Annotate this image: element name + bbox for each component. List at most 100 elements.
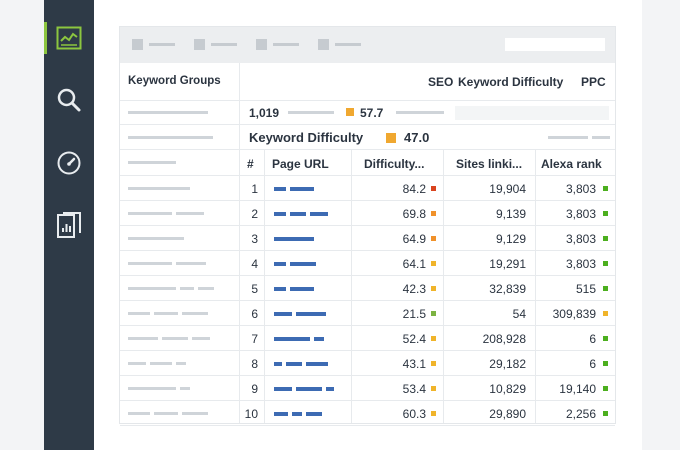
sidebar-item-search[interactable]: [44, 80, 94, 120]
col-page-url[interactable]: Page URL: [272, 157, 329, 171]
alexa-indicator: [603, 236, 608, 241]
row-rank: 2: [251, 207, 258, 221]
page-url-link[interactable]: [274, 237, 314, 241]
sidebar-item-reports[interactable]: [44, 205, 94, 245]
col-difficulty[interactable]: Difficulty...: [364, 157, 425, 171]
difficulty-value: 42.3: [402, 282, 426, 296]
column-header-row: # Page URL Difficulty... Sites linki... …: [120, 150, 615, 176]
alexa-rank-value: 3,803: [565, 182, 596, 196]
alexa-indicator: [603, 311, 608, 316]
summary-row: 1,019 57.7: [120, 101, 615, 125]
alexa-rank-value: 2,256: [565, 407, 596, 421]
difficulty-indicator: [431, 211, 436, 216]
page-url-link[interactable]: [306, 362, 328, 366]
alexa-indicator: [603, 211, 608, 216]
table-row[interactable]: 1 84.2 19,904 3,803: [120, 176, 615, 201]
col-alexa-rank[interactable]: Alexa rank: [541, 157, 602, 171]
page-url-link[interactable]: [274, 187, 286, 191]
table-row[interactable]: 7 52.4 208,928 6: [120, 326, 615, 351]
difficulty-value: 84.2: [402, 182, 426, 196]
tab-ppc[interactable]: PPC: [581, 75, 606, 89]
table-row[interactable]: 5 42.3 32,839 515: [120, 276, 615, 301]
page-url-link[interactable]: [292, 412, 302, 416]
row-rank: 7: [251, 332, 258, 346]
page-url-link[interactable]: [274, 362, 282, 366]
alexa-rank-value: 309,839: [552, 307, 596, 321]
keyword-count: 1,019: [249, 106, 280, 120]
alexa-indicator: [603, 261, 608, 266]
sites-linking-value: 9,129: [495, 232, 526, 246]
page-url-link[interactable]: [274, 412, 288, 416]
table-row[interactable]: 8 43.1 29,182 6: [120, 351, 615, 376]
keyword-group-placeholder: [180, 387, 190, 390]
report-icon: [57, 212, 81, 238]
page-url-link[interactable]: [326, 387, 334, 391]
row-rank: 3: [251, 232, 258, 246]
sidebar-item-dashboard[interactable]: [44, 18, 94, 58]
difficulty-indicator: [431, 186, 436, 191]
page-url-link[interactable]: [274, 337, 310, 341]
page-url-link[interactable]: [306, 412, 322, 416]
kd-label: Keyword Difficulty: [249, 130, 364, 145]
page-url-link[interactable]: [296, 312, 326, 316]
page-url-link[interactable]: [274, 212, 286, 216]
toolbar-filter-4[interactable]: [318, 39, 361, 50]
page-url-link[interactable]: [274, 387, 292, 391]
page-url-link[interactable]: [274, 262, 286, 266]
toolbar-filter-1[interactable]: [132, 39, 175, 50]
keyword-group-placeholder: [180, 287, 194, 290]
divider: [239, 63, 240, 423]
sidebar-item-gauge[interactable]: [44, 143, 94, 183]
difficulty-indicator: [431, 261, 436, 266]
search-input[interactable]: [505, 38, 605, 51]
keyword-group-placeholder: [128, 337, 158, 340]
difficulty-value: 21.5: [402, 307, 426, 321]
col-sites-linking[interactable]: Sites linki...: [456, 157, 523, 171]
sites-linking-value: 54: [512, 307, 526, 321]
toolbar-filter-3[interactable]: [256, 39, 299, 50]
alexa-indicator: [603, 286, 608, 291]
tab-seo[interactable]: SEO: [428, 75, 454, 89]
row-rank: 9: [251, 382, 258, 396]
difficulty-value: 64.1: [402, 257, 426, 271]
page-url-link[interactable]: [286, 362, 302, 366]
keyword-panel: Keyword Groups SEO Keyword Difficulty PP…: [119, 26, 616, 426]
difficulty-indicator: [431, 361, 436, 366]
page-url-link[interactable]: [274, 312, 292, 316]
page-url-link[interactable]: [290, 212, 306, 216]
keyword-group-placeholder: [128, 312, 150, 315]
sites-linking-value: 29,182: [489, 357, 526, 371]
table-row[interactable]: 3 64.9 9,129 3,803: [120, 226, 615, 251]
page-url-link[interactable]: [314, 337, 324, 341]
page-url-link[interactable]: [290, 287, 314, 291]
table-row[interactable]: 2 69.8 9,139 3,803: [120, 201, 615, 226]
divider: [264, 150, 265, 423]
col-rank[interactable]: #: [247, 157, 254, 171]
keyword-group-placeholder: [128, 237, 184, 240]
page-url-link[interactable]: [310, 212, 328, 216]
sites-linking-value: 19,291: [489, 257, 526, 271]
difficulty-indicator: [431, 236, 436, 241]
alexa-indicator: [603, 386, 608, 391]
difficulty-value: 52.4: [402, 332, 426, 346]
keyword-group-placeholder: [162, 337, 188, 340]
table-row[interactable]: 9 53.4 10,829 19,140: [120, 376, 615, 401]
table-row[interactable]: 10 60.3 29,890 2,256: [120, 401, 615, 426]
page-url-link[interactable]: [290, 262, 316, 266]
sites-linking-value: 10,829: [489, 382, 526, 396]
page-url-link[interactable]: [274, 287, 286, 291]
tab-keyword-difficulty[interactable]: Keyword Difficulty: [458, 75, 564, 89]
page-url-link[interactable]: [296, 387, 322, 391]
alexa-rank-value: 6: [589, 332, 596, 346]
keyword-group-placeholder: [182, 412, 208, 415]
difficulty-indicator: [431, 311, 436, 316]
table-row[interactable]: 4 64.1 19,291 3,803: [120, 251, 615, 276]
toolbar-filter-2[interactable]: [194, 39, 237, 50]
toolbar: [120, 27, 615, 63]
table-row[interactable]: 6 21.5 54 309,839: [120, 301, 615, 326]
keyword-group-placeholder: [128, 262, 172, 265]
keyword-group-placeholder: [154, 312, 178, 315]
alexa-indicator: [603, 186, 608, 191]
page-url-link[interactable]: [290, 187, 314, 191]
difficulty-value: 60.3: [402, 407, 426, 421]
